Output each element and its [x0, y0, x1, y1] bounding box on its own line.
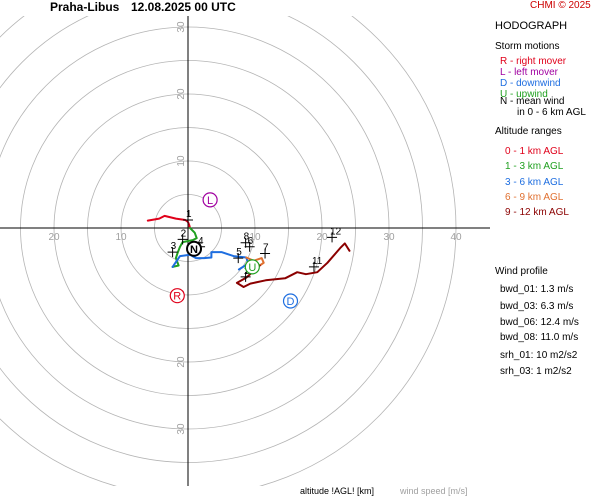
height-label: 5 — [236, 247, 242, 258]
ring-label-x: 10 — [249, 232, 261, 243]
height-label: 11 — [312, 256, 323, 267]
storm-motion-marker — [186, 240, 203, 257]
altitude-range-1-3: 1 - 3 km AGL — [505, 161, 564, 172]
srh-03-value: srh_03: 1 m2/s2 — [500, 366, 572, 377]
height-tick — [177, 234, 188, 245]
altitude-range-0-1: 0 - 1 km AGL — [505, 146, 564, 157]
storm-motion-letter: R — [173, 291, 181, 303]
run-datetime: 12.08.2025 00 UTC — [131, 0, 236, 14]
wind-profile-title: Wind profile — [495, 266, 548, 277]
range-ring — [0, 16, 457, 486]
range-ring — [0, 16, 423, 463]
altitude-range-9-12: 9 - 12 km AGL — [505, 207, 569, 218]
bwd-06-value: bwd_06: 12.4 m/s — [500, 317, 579, 328]
storm-motion-marker — [202, 192, 218, 208]
height-label: 8 — [244, 232, 250, 243]
bwd-08-value: bwd_08: 11.0 m/s — [500, 332, 579, 343]
ring-label-x: 20 — [48, 232, 60, 243]
height-label: 12 — [330, 226, 342, 237]
wind-speed-unit-label: wind speed [m/s] — [400, 486, 468, 496]
ring-label-y: 30 — [176, 423, 187, 435]
height-tick — [244, 241, 255, 252]
storm-motion-letter: L — [207, 195, 213, 207]
height-label: 1 — [186, 209, 192, 220]
legend-right-mover: R - right mover — [500, 56, 567, 67]
storm-motion-marker — [244, 259, 260, 275]
ring-label-y: 20 — [176, 88, 187, 100]
height-tick — [260, 248, 271, 259]
ring-label-x: 20 — [316, 232, 328, 243]
bwd-03-value: bwd_03: 6.3 m/s — [500, 301, 574, 312]
hodograph-segment — [235, 242, 351, 288]
legend-left-mover: L - left mover — [500, 67, 558, 78]
height-label: 3 — [171, 241, 177, 252]
altitude-ranges-title: Altitude ranges — [495, 126, 562, 137]
legend-downwind: D - downwind — [500, 78, 561, 89]
altitude-range-6-9: 6 - 9 km AGL — [505, 192, 564, 203]
ring-label-y: 10 — [176, 155, 187, 167]
altitude-range-3-6: 3 - 6 km AGL — [505, 177, 564, 188]
station-name: Praha-Libus — [50, 0, 120, 14]
srh-01-value: srh_01: 10 m2/s2 — [500, 350, 578, 361]
height-tick — [183, 214, 193, 225]
grid-group — [0, 16, 490, 486]
storm-motion-marker — [169, 288, 185, 304]
copyright-notice: CHMI © 2025 — [530, 0, 591, 11]
height-label: 7 — [263, 242, 269, 253]
storm-motion-letter: D — [287, 296, 295, 308]
height-label: 6 — [248, 236, 254, 247]
legend-upwind: U - upwind — [500, 89, 548, 100]
ring-label-y: 30 — [176, 21, 187, 33]
height-tick — [327, 232, 338, 243]
storm-motions-title: Storm motions — [495, 41, 560, 52]
storm-motion-letter: U — [248, 262, 256, 274]
height-label: 4 — [198, 236, 204, 247]
height-tick — [240, 271, 251, 282]
height-tick — [167, 247, 178, 258]
panel-title: HODOGRAPH — [495, 20, 568, 32]
storm-motion-marker — [282, 293, 299, 309]
ring-label-x: 10 — [115, 232, 127, 243]
hodograph-segment — [146, 214, 191, 229]
legend-mean-wind: N - mean wind — [500, 96, 565, 107]
bwd-01-value: bwd_01: 1.3 m/s — [500, 284, 574, 295]
height-tick — [233, 253, 244, 264]
storm-motion-letter: N — [190, 244, 198, 256]
height-tick — [308, 261, 319, 272]
ring-label-y: 20 — [176, 356, 187, 368]
height-label: 2 — [181, 228, 187, 239]
altitude-unit-label: altitude !AGL! [km] — [300, 486, 375, 496]
ring-label-x: 30 — [383, 232, 395, 243]
height-tick — [240, 237, 251, 248]
legend-mean-wind-layer: in 0 - 6 km AGL — [517, 107, 586, 118]
ring-label-x: 40 — [450, 232, 462, 243]
